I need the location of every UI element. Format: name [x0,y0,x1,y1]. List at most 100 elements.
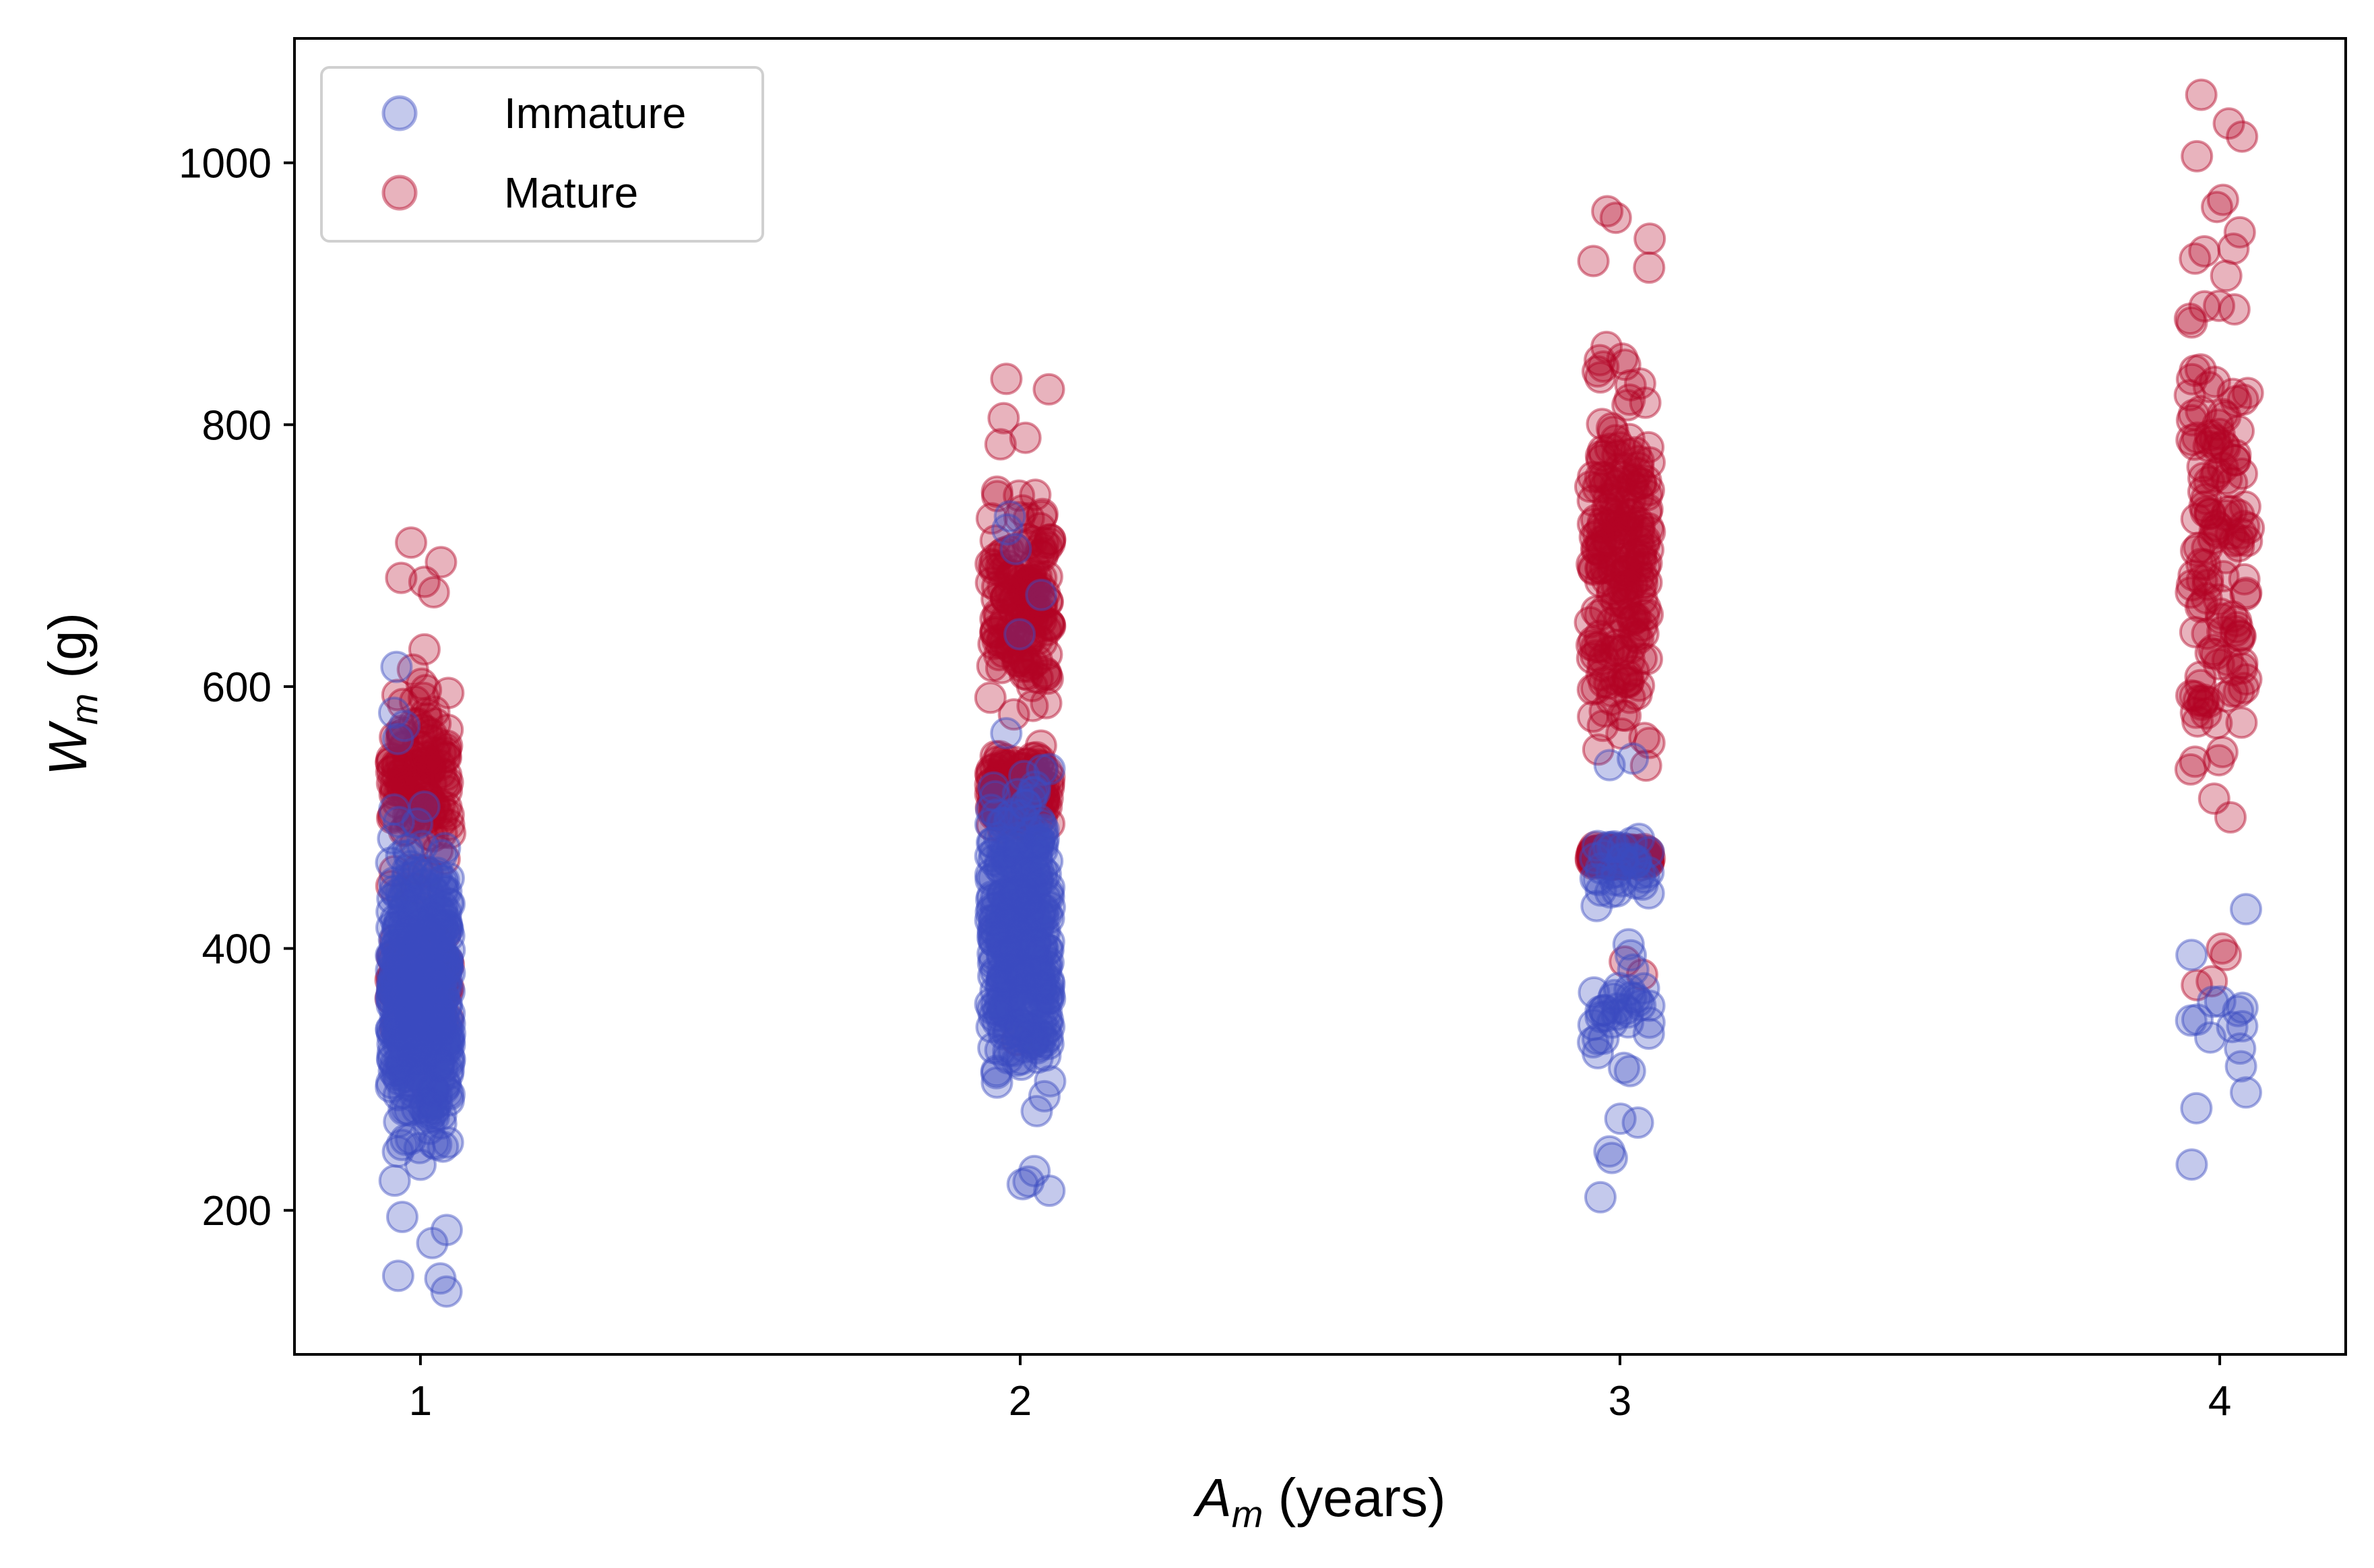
point-mature [1006,563,1039,596]
point-mature [1606,662,1639,695]
point-mature [1616,835,1649,868]
point-mature [976,766,1009,799]
point-mature [982,639,1016,672]
point-mature [429,732,462,765]
point-mature [1615,835,1648,867]
point-mature [2193,466,2226,498]
point-mature [1580,532,1613,565]
point-mature [1585,552,1618,585]
point-mature [1597,836,1630,869]
point-mature [415,767,447,801]
point-mature [1588,840,1621,873]
point-mature [978,782,1011,815]
point-mature [1584,565,1617,598]
point-mature [1629,551,1661,584]
point-mature [1611,659,1644,692]
point-mature [1008,808,1041,841]
point-immature [1033,1174,1066,1208]
point-mature [386,755,419,788]
point-mature [1019,792,1052,825]
point-mature [379,978,412,1011]
point-mature [404,1001,437,1034]
point-mature [1622,525,1655,558]
point-mature [999,763,1032,796]
point-mature [1576,836,1609,869]
point-mature [1606,847,1639,880]
point-mature [1030,790,1063,823]
point-mature [979,617,1012,650]
point-mature [1026,753,1059,785]
point-mature [1010,567,1043,600]
point-mature [1600,474,1633,507]
point-mature [1028,577,1061,610]
point-mature [1629,840,1662,873]
point-immature [416,1226,449,1259]
point-mature [385,965,418,997]
point-mature [999,770,1032,803]
point-mature [1015,621,1048,654]
point-mature [389,950,422,983]
point-mature [1617,471,1650,504]
point-mature [1018,762,1051,795]
point-mature [978,776,1011,809]
point-mature [1007,782,1040,815]
point-mature [1578,553,1611,586]
point-mature [1587,836,1620,869]
x-tick-label: 4 [2208,1378,2231,1424]
point-mature [1604,833,1637,866]
point-mature [418,964,451,997]
point-mature [980,782,1013,815]
point-mature [2216,600,2249,633]
point-mature [1609,840,1642,873]
point-mature [1598,505,1631,538]
point-mature [1011,528,1044,561]
point-mature [425,805,458,838]
point-mature [1024,770,1056,803]
point-mature [2179,680,2212,713]
point-mature [1612,505,1644,538]
point-mature [1579,844,1612,877]
point-mature [1596,844,1629,877]
point-mature [1582,518,1615,551]
point-mature [1008,785,1040,817]
point-mature [980,788,1013,821]
point-mature [414,798,447,831]
point-mature [1584,361,1617,394]
point-mature [994,780,1027,813]
point-mature [1628,843,1661,876]
point-mature [1626,839,1659,872]
point-mature [1622,840,1655,873]
point-mature [429,953,462,986]
point-mature [2179,242,2212,275]
point-mature [989,582,1022,615]
point-mature [1586,835,1619,868]
point-mature [1613,383,1646,416]
point-mature [1001,792,1034,825]
point-mature [392,751,425,784]
point-mature [409,761,442,794]
point-mature [1596,843,1629,876]
point-mature [1606,634,1639,667]
point-mature [1620,678,1653,711]
point-mature [398,982,431,1015]
point-mature [1613,422,1646,456]
point-mature [1025,500,1058,533]
point-mature [374,982,407,1015]
point-mature [1578,841,1611,874]
point-mature [1026,587,1059,619]
point-mature [419,707,452,740]
point-mature [2191,568,2224,601]
point-mature [1625,534,1658,567]
point-mature [1031,585,1064,618]
point-mature [412,780,445,813]
point-mature [1591,843,1624,876]
point-mature [414,753,447,786]
point-mature [418,969,451,1002]
point-mature [1633,222,1666,255]
point-mature [392,799,425,832]
point-mature [400,986,433,1019]
point-mature [1008,778,1041,811]
point-mature [387,731,420,764]
point-mature [1622,451,1655,484]
point-mature [411,981,444,1014]
